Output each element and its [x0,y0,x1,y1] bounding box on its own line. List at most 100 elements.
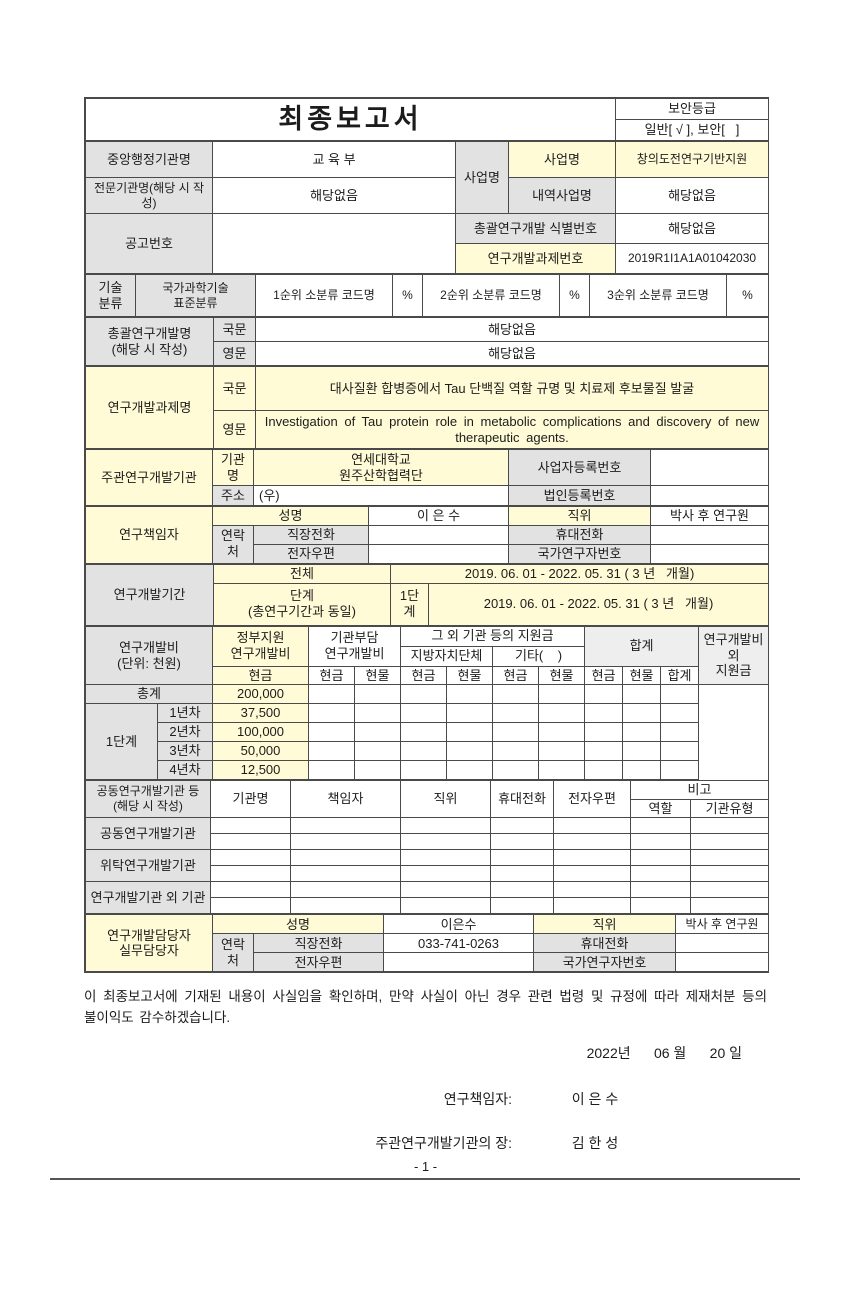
empty-cell [308,722,356,743]
manager-label: 연구개발담당자 실무담당자 [85,914,213,973]
empty-cell [584,703,624,724]
sub-program-value: 해당없음 [615,177,769,214]
empty-cell [400,865,491,883]
manager-office-phone-label: 직장전화 [252,933,385,954]
manager-name-label: 성명 [211,914,385,935]
empty-cell [630,897,691,915]
budget-etc-inkind-label: 현물 [538,665,586,686]
empty-cell [538,741,586,761]
manager-researcher-no-value-empty [675,952,770,973]
empty-cell [689,897,770,915]
project-kor-label: 국문 [213,366,256,411]
period-table: 연구개발기간 전체 2019. 06. 01 - 2022. 05. 31 ( … [85,563,770,626]
empty-cell [584,684,624,705]
sub-program-label: 내역사업명 [508,177,616,214]
budget-sum-label: 합계 [584,625,700,667]
manager-office-phone-value: 033-741-0263 [383,933,535,954]
rank3-percent: % [726,274,769,317]
empty-cell [553,881,631,899]
period-stage-value: 2019. 06. 01 - 2022. 05. 31 ( 3 년 개월) [427,582,770,626]
empty-cell [689,881,770,899]
footer-divider [50,1178,800,1181]
tech-std-class-label: 국가과학기술 표준분류 [135,274,256,317]
report-date: 2022년 06 월 20 일 [586,1045,742,1062]
empty-cell [290,881,401,899]
empty-cell [290,849,401,867]
pi-email-value-empty [368,543,510,564]
pi-signature-row: 연구책임자: 이 은 수 [84,1089,650,1109]
empty-cell [290,817,401,835]
budget-sum-inkind-label: 현물 [622,665,662,686]
budget-sum-total-label: 합계 [660,665,700,686]
empty-cell [308,741,356,761]
overall-rnd-id-label: 총괄연구개발 식별번호 [455,213,616,244]
period-label: 연구개발기간 [85,563,214,626]
partners-table: 공동연구개발기관 등 (해당 시 작성) 기관명 책임자 직위 휴대전화 전자우… [85,779,770,915]
project-name-label: 연구개발과제명 [85,366,214,449]
budget-local-cash-label: 현금 [400,665,448,686]
pi-office-phone-label: 직장전화 [252,524,370,545]
tech-class-label: 기술 분류 [85,274,136,317]
manager-mobile-value-empty [675,933,770,954]
security-grade-value: 일반[ √ ], 보안[ ] [615,119,769,141]
final-report-form: 최종보고서 보안등급 일반[ √ ], 보안[ ] 중앙행정기관명 교 육 부 … [84,97,770,974]
empty-cell [308,759,356,780]
head-signature-name: 김 한 성 [571,1135,619,1152]
pi-mobile-label: 휴대전화 [508,524,652,545]
empty-cell [622,741,662,761]
project-no-value: 2019R1I1A1A01042030 [615,243,769,274]
program-group-label: 사업명 [455,141,509,214]
overall-rnd-name-label: 총괄연구개발명 (해당 시 작성) [85,317,214,366]
address-label: 주소 [212,485,254,506]
lead-org-name-label: 기관명 [212,449,254,486]
budget-org-label: 기관부담 연구개발비 [308,625,402,667]
empty-cell [490,833,554,851]
budget-gov-label: 정부지원 연구개발비 [212,625,310,667]
empty-cell [538,684,586,705]
pi-name-value: 이 은 수 [368,506,510,526]
empty-cell [660,684,700,705]
pi-label: 연구책임자 [85,506,213,564]
manager-email-value-empty [383,952,535,973]
empty-cell [290,897,401,915]
budget-year3-label: 3년차 [156,741,214,761]
empty-cell [630,817,691,835]
title-table: 최종보고서 보안등급 일반[ √ ], 보안[ ] [85,98,769,141]
empty-cell [622,703,662,724]
expert-org-label: 전문기관명(해당 시 작성) [85,177,213,214]
empty-cell [630,881,691,899]
budget-org-cash-label: 현금 [308,665,356,686]
pi-signature-name: 이 은 수 [571,1091,619,1108]
budget-total-row-label: 총계 [84,684,214,705]
empty-cell [400,703,448,724]
partners-role-label: 역할 [630,798,691,819]
central-agency-label: 중앙행정기관명 [85,141,213,178]
empty-cell [492,703,540,724]
empty-cell [584,722,624,743]
manager-email-label: 전자우편 [252,952,385,973]
declaration-text: 이 최종보고서에 기재된 내용이 사실임을 확인하며, 만약 사실이 아닌 경우… [84,989,767,1026]
budget-outside-label: 연구개발비 외 지원금 [698,625,770,686]
empty-cell [446,759,494,780]
empty-cell [490,817,554,835]
manager-researcher-no-label: 국가연구자번호 [533,952,677,973]
budget-etc-cash-label: 현금 [492,665,540,686]
overall-eng-label: 영문 [213,341,256,366]
budget-stage-label: 1단계 [85,703,158,780]
empty-cell [210,897,291,915]
overall-eng-value: 해당없음 [255,341,769,366]
budget-org-inkind-label: 현물 [354,665,402,686]
empty-cell [538,759,586,780]
empty-cell [290,865,401,883]
budget-sum-cash-label: 현금 [584,665,624,686]
partners-label: 공동연구개발기관 등 (해당 시 작성) [85,779,211,819]
notice-no-label: 공고번호 [85,213,213,274]
lead-org-label: 주관연구개발기관 [85,449,213,506]
program-name-value: 창의도전연구기반지원 [615,141,769,178]
empty-cell [308,703,356,724]
empty-cell [630,865,691,883]
empty-cell [660,703,700,724]
project-no-label: 연구개발과제번호 [455,243,616,274]
budget-etc-label: 기타( ) [492,645,586,667]
expert-org-value: 해당없음 [212,177,456,214]
